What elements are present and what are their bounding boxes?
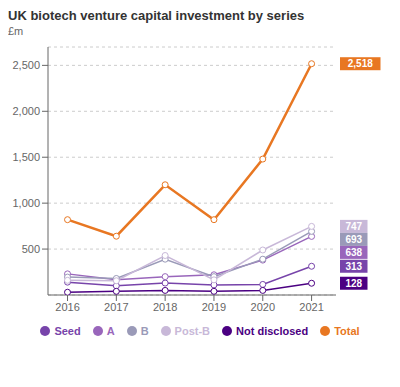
html-text:£m: £m xyxy=(8,25,24,37)
svg-text:2,500: 2,500 xyxy=(12,59,40,71)
svg-text:2,000: 2,000 xyxy=(12,105,40,117)
svg-text:500: 500 xyxy=(22,243,40,255)
svg-text:128: 128 xyxy=(345,278,362,289)
svg-text:1,500: 1,500 xyxy=(12,151,40,163)
html-text:Post-B: Post-B xyxy=(174,325,210,337)
svg-text:2020: 2020 xyxy=(251,301,275,313)
html-text:Seed: Seed xyxy=(54,325,81,337)
svg-text:2,518: 2,518 xyxy=(348,58,373,69)
html-text:UK biotech venture capital inv: UK biotech venture capital investment by… xyxy=(8,8,305,23)
svg-text:2021: 2021 xyxy=(299,301,323,313)
html-text:B: B xyxy=(140,325,149,337)
svg-text:2016: 2016 xyxy=(55,301,79,313)
html-text:Not disclosed: Not disclosed xyxy=(236,325,309,337)
svg-text:638: 638 xyxy=(345,247,362,258)
svg-text:747: 747 xyxy=(345,221,362,232)
svg-text:2017: 2017 xyxy=(104,301,128,313)
svg-text:693: 693 xyxy=(345,234,362,245)
svg-text:1,000: 1,000 xyxy=(12,197,40,209)
svg-text:313: 313 xyxy=(345,261,362,272)
html-text:Total: Total xyxy=(334,325,360,337)
svg-text:2018: 2018 xyxy=(153,301,177,313)
html-text:A: A xyxy=(106,325,115,337)
svg-text:2019: 2019 xyxy=(202,301,226,313)
